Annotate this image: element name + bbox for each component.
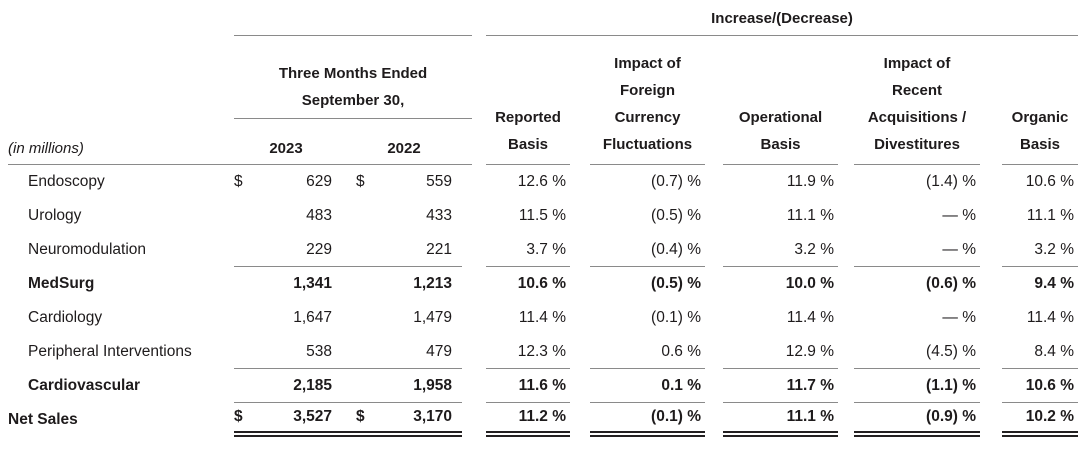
value-2022: 433 [426, 207, 452, 224]
row-dollar-values: 483 433 [234, 199, 472, 233]
acquisitions-impact-value: (1.4) % [926, 173, 976, 190]
value-2022: 559 [426, 173, 452, 190]
fx-impact-value: 0.6 % [590, 335, 705, 369]
operational-basis-value: 11.9 % [786, 173, 834, 190]
acquisitions-impact-value: — % [942, 207, 976, 224]
acquisitions-impact-value: (0.9) % [854, 403, 980, 437]
value-2023: 3,527 [293, 408, 332, 425]
acquisitions-impact-value: (1.1) % [854, 369, 980, 403]
units-label: (in millions) [8, 36, 234, 165]
value-2022: 3,170 [413, 408, 452, 425]
reported-basis-value: 11.2 % [486, 403, 570, 437]
fx-impact-value: (0.7) % [651, 173, 701, 190]
row-dollar-values: 2,185 1,958 [234, 369, 472, 403]
value-2022: 1,958 [413, 376, 452, 394]
acquisitions-impact-header: Impact of Recent Acquisitions / Divestit… [854, 36, 980, 165]
row-label: Endoscopy [28, 173, 105, 190]
row-dollar-values: 229 221 [234, 233, 472, 267]
row-dollar-values: $ 3,527 $ 3,170 [234, 403, 472, 437]
organic-basis-value: 11.4 % [1026, 309, 1074, 326]
value-2022: 1,213 [413, 275, 452, 292]
reported-basis-value: 3.7 % [486, 233, 570, 267]
year-headers: 2023 2022 [234, 119, 472, 164]
fx-impact-value: (0.4) % [590, 233, 705, 267]
value-2023: 538 [306, 342, 332, 360]
row-dollar-values: 1,341 1,213 [234, 267, 472, 301]
value-2023: 1,647 [293, 309, 332, 326]
row-dollar-values: $ 629 $ 559 [234, 165, 472, 199]
fx-impact-header: Impact of Foreign Currency Fluctuations [590, 36, 705, 165]
organic-basis-header: Organic Basis [1002, 36, 1078, 165]
operational-basis-value: 12.9 % [723, 335, 838, 369]
value-2023: 2,185 [293, 376, 332, 394]
acquisitions-impact-value: (0.6) % [926, 275, 976, 292]
reported-basis-value: 11.4 % [518, 309, 566, 326]
operational-basis-value: 3.2 % [723, 233, 838, 267]
operational-basis-value: 11.7 % [723, 369, 838, 403]
fx-impact-value: (0.1) % [590, 403, 705, 437]
banner-spacer [0, 2, 234, 36]
organic-basis-value: 8.4 % [1002, 335, 1078, 369]
increase-decrease-group-header: Increase/(Decrease) [486, 2, 1078, 36]
reported-basis-value: 11.6 % [486, 369, 570, 403]
value-2023: 1,341 [293, 275, 332, 292]
operational-basis-header: Operational Basis [723, 36, 838, 165]
period-title-line1: Three Months Ended [278, 65, 428, 82]
reported-basis-value: 12.3 % [486, 335, 570, 369]
currency-symbol: $ [234, 408, 243, 425]
value-2022: 221 [426, 240, 452, 258]
operational-basis-value: 11.1 % [723, 403, 838, 437]
operational-basis-value: 11.1 % [786, 207, 834, 224]
organic-basis-value: 10.6 % [1025, 173, 1074, 190]
organic-basis-value: 10.2 % [1002, 403, 1078, 437]
segment-net-sales-table: Increase/(Decrease) (in millions) Three … [0, 2, 1078, 437]
organic-basis-value: 11.1 % [1026, 207, 1074, 224]
organic-basis-value: 3.2 % [1002, 233, 1078, 267]
currency-symbol: $ [234, 173, 243, 190]
currency-symbol: $ [356, 408, 365, 425]
row-label: Neuromodulation [28, 241, 147, 258]
period-title: Three Months Ended September 30, [234, 60, 472, 119]
fx-impact-value: (0.5) % [651, 275, 701, 292]
row-dollar-values: 538 479 [234, 335, 472, 369]
period-group-top-rule [234, 2, 472, 36]
row-label: Urology [28, 207, 82, 224]
row-label: Cardiology [28, 309, 103, 326]
fx-impact-value: 0.1 % [590, 369, 705, 403]
reported-basis-value: 10.6 % [517, 275, 566, 292]
reported-basis-header: Reported Basis [486, 36, 570, 165]
value-2022: 1,479 [413, 309, 452, 326]
reported-basis-value: 12.6 % [517, 173, 566, 190]
banner-gap [472, 2, 486, 36]
acquisitions-impact-value: — % [854, 233, 980, 267]
operational-basis-value: 11.4 % [786, 309, 834, 326]
organic-basis-value: 10.6 % [1002, 369, 1078, 403]
reported-basis-value: 11.5 % [518, 207, 566, 224]
organic-basis-value: 9.4 % [1034, 275, 1074, 292]
period-column-header: Three Months Ended September 30, 2023 20… [234, 36, 472, 165]
value-2023: 483 [306, 207, 332, 224]
currency-symbol: $ [356, 173, 365, 190]
acquisitions-impact-value: (4.5) % [854, 335, 980, 369]
value-2023: 229 [306, 240, 332, 258]
period-title-line2: September 30, [301, 92, 405, 109]
fx-impact-value: (0.5) % [651, 207, 701, 224]
row-label: MedSurg [28, 275, 95, 292]
value-2022: 479 [426, 342, 452, 360]
acquisitions-impact-value: — % [942, 309, 976, 326]
row-label: Net Sales [8, 411, 78, 428]
row-label: Cardiovascular [28, 377, 140, 394]
row-dollar-values: 1,647 1,479 [234, 301, 472, 335]
operational-basis-value: 10.0 % [785, 275, 834, 292]
year-2022-header: 2022 [387, 140, 421, 157]
fx-impact-value: (0.1) % [651, 309, 701, 326]
year-2023-header: 2023 [269, 140, 303, 157]
row-label: Peripheral Interventions [28, 343, 192, 360]
value-2023: 629 [306, 173, 332, 190]
